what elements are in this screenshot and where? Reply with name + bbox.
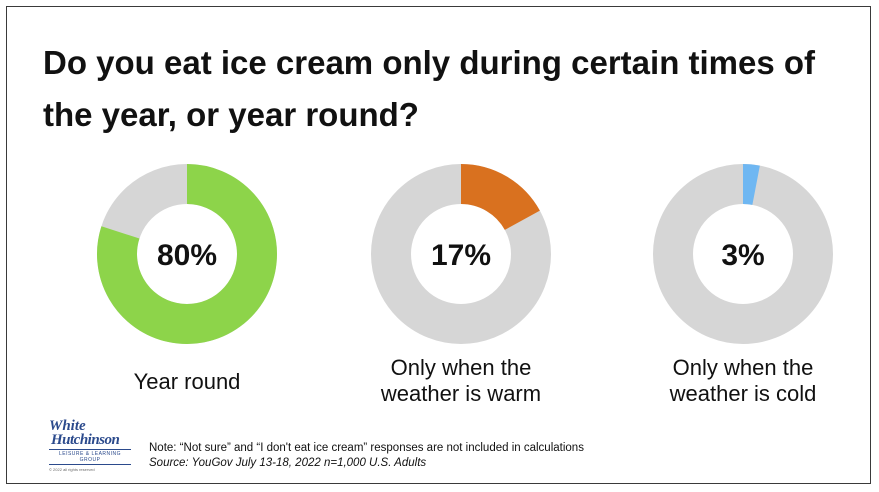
footnote: Note: “Not sure” and “I don't eat ice cr…: [149, 442, 584, 454]
donut-year-round: 80%: [87, 154, 287, 354]
logo-line-1: White: [49, 418, 86, 434]
logo-line-3: LEISURE & LEARNING GROUP: [49, 449, 131, 465]
donut-svg-3: 3%: [653, 164, 833, 344]
category-label-year-round: Year round: [133, 369, 241, 394]
logo-line-4: © 2022 all rights reserved: [49, 467, 95, 472]
value-label-cold: 3%: [721, 239, 764, 272]
logo-line-2: Hutchinson: [51, 432, 120, 448]
white-hutchinson-logo: White Hutchinson LEISURE & LEARNING GROU…: [49, 418, 139, 472]
donut-svg-2: 17%: [371, 164, 551, 344]
donut-slice-year-round: [97, 164, 277, 344]
donut-warm: 17%: [361, 154, 561, 354]
value-label-year-round: 80%: [157, 239, 217, 272]
source-note: Source: YouGov July 13-18, 2022 n=1,000 …: [149, 457, 427, 469]
chart-frame: Do you eat ice cream only during certain…: [6, 6, 871, 484]
category-label-warm: Only when the weather is warm: [380, 355, 542, 406]
category-label-cold: Only when the weather is cold: [669, 355, 817, 406]
donut-cold: 3%: [643, 154, 843, 354]
donut-slice-warm: [460, 164, 540, 231]
chart-title: Do you eat ice cream only during certain…: [43, 44, 816, 133]
donut-svg-1: 80%: [97, 164, 277, 344]
value-label-warm: 17%: [431, 239, 491, 272]
donut-slice-cold: [742, 164, 760, 205]
